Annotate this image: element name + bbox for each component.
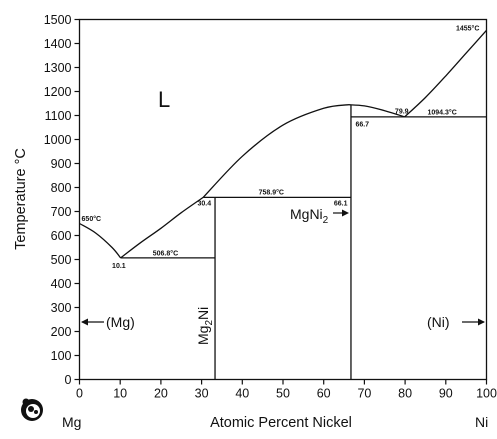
annotation-label: 66.7 <box>355 121 369 128</box>
x-tick-label: 90 <box>439 387 453 401</box>
y-tick-label: 1400 <box>44 37 72 51</box>
y-tick-label: 1200 <box>44 85 72 99</box>
y-tick-label: 400 <box>51 277 72 291</box>
mgni2-arrow-head <box>342 209 349 217</box>
liquidus-curve-3 <box>348 104 405 118</box>
annotation-label: 79.9 <box>395 109 409 116</box>
liquidus-curve-1 <box>120 196 204 259</box>
x-tick-label: 10 <box>113 387 127 401</box>
end-label-mg: Mg <box>62 414 81 430</box>
phase-label-mg-solid: (Mg) <box>106 314 135 330</box>
end-label-ni: Ni <box>475 414 488 430</box>
annotation-label: 10.1 <box>112 263 126 270</box>
annotation-label: 1455°C <box>456 24 479 32</box>
x-tick-label: 80 <box>398 387 412 401</box>
y-tick-label: 900 <box>51 157 72 171</box>
annotation-label: 66.1 <box>334 201 348 208</box>
lines-layer <box>79 29 487 380</box>
x-tick-label: 100 <box>476 387 497 401</box>
liquidus-curve-2 <box>202 104 349 198</box>
phase-label-mgni2: MgNi2 <box>290 206 329 226</box>
x-tick-label: 30 <box>195 387 209 401</box>
annotations-layer: 650°C 10.1 506.8°C 30.4 758.9°C 66.1 66.7 79.9 1… <box>82 24 480 270</box>
annotation-label: 30.4 <box>198 201 212 208</box>
x-tick-label: 70 <box>357 387 371 401</box>
x-tick-label: 60 <box>317 387 331 401</box>
ni-arrow-head <box>478 318 485 326</box>
y-tick-label: 1500 <box>44 13 72 27</box>
y-tick-label: 700 <box>51 205 72 219</box>
annotation-label: 650°C <box>82 215 102 223</box>
y-tick-label: 600 <box>51 229 72 243</box>
annotation-label: 758.9°C <box>259 189 284 197</box>
panda-logo <box>21 398 43 421</box>
x-tick-label: 20 <box>154 387 168 401</box>
phase-label-ni-solid: (Ni) <box>427 314 450 330</box>
ticks-layer: 0 10 20 30 40 50 60 70 80 90 100010020030040050060… <box>44 13 497 401</box>
y-tick-label: 1100 <box>45 109 72 123</box>
x-tick-label: 0 <box>76 387 83 401</box>
y-tick-label: 0 <box>65 373 72 387</box>
y-tick-label: 1300 <box>44 61 72 75</box>
x-tick-label: 40 <box>235 387 249 401</box>
x-axis-label: Atomic Percent Nickel <box>210 415 352 431</box>
mg-arrow-head <box>81 318 88 326</box>
liquidus-curve-4 <box>404 29 487 118</box>
y-tick-label: 300 <box>51 301 72 315</box>
phase-label-mg2ni: Mg2Ni <box>195 307 215 345</box>
phase-label-liquid: L <box>158 87 170 112</box>
y-tick-label: 500 <box>51 253 72 267</box>
plot-frame <box>78 18 488 381</box>
annotation-label: 1094.3°C <box>427 108 456 116</box>
y-tick-label: 1000 <box>44 133 72 147</box>
y-axis-label: Temperature °C <box>13 148 29 250</box>
liquidus-curve-0 <box>79 222 122 259</box>
y-tick-label: 100 <box>51 349 72 363</box>
x-tick-label: 50 <box>276 387 290 401</box>
annotation-label: 506.8°C <box>153 249 178 257</box>
y-tick-label: 200 <box>51 325 72 339</box>
y-tick-label: 800 <box>51 181 72 195</box>
